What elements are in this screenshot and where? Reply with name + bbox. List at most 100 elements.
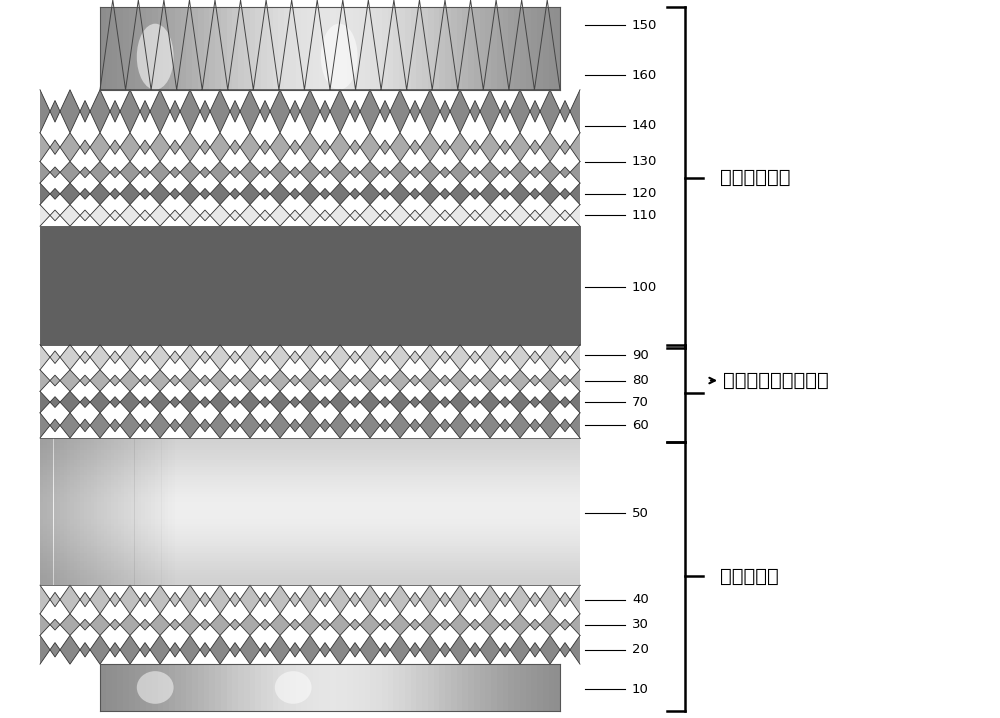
Bar — [192, 7, 198, 90]
Bar — [456, 7, 462, 90]
Bar — [290, 664, 296, 711]
Bar — [503, 7, 508, 90]
Polygon shape — [40, 585, 580, 614]
Text: 80: 80 — [632, 374, 649, 387]
Bar — [40, 495, 580, 497]
Bar — [84, 438, 87, 585]
Bar — [40, 480, 580, 482]
Polygon shape — [40, 205, 580, 226]
Polygon shape — [40, 183, 580, 205]
Bar — [503, 664, 508, 711]
Bar — [141, 438, 145, 585]
Text: 160: 160 — [632, 69, 657, 82]
Bar — [40, 448, 580, 450]
Bar — [301, 664, 307, 711]
Bar — [272, 7, 278, 90]
Bar — [40, 477, 580, 480]
Text: 70: 70 — [632, 396, 649, 409]
Bar — [342, 664, 347, 711]
Bar — [554, 664, 560, 711]
Bar — [40, 578, 580, 580]
Ellipse shape — [275, 671, 312, 704]
Bar — [181, 7, 186, 90]
Bar — [232, 7, 238, 90]
Bar — [405, 7, 411, 90]
Bar — [497, 7, 503, 90]
Bar — [67, 438, 70, 585]
Bar — [324, 7, 330, 90]
Text: 纳米晶硯隔穿复合层: 纳米晶硯隔穿复合层 — [723, 371, 829, 390]
Bar — [468, 664, 474, 711]
Bar — [40, 573, 580, 575]
Bar — [399, 664, 405, 711]
Bar — [215, 7, 221, 90]
Bar — [393, 7, 399, 90]
Bar — [221, 7, 227, 90]
Bar — [151, 438, 155, 585]
Bar — [497, 664, 503, 711]
Bar — [40, 453, 580, 455]
Bar — [40, 556, 580, 558]
Bar — [451, 7, 457, 90]
Bar — [296, 664, 301, 711]
Bar — [40, 509, 580, 511]
Bar — [296, 7, 301, 90]
Bar — [128, 438, 131, 585]
Bar — [40, 558, 580, 561]
Bar — [101, 438, 104, 585]
Bar — [365, 7, 370, 90]
Bar — [43, 438, 47, 585]
Bar — [278, 664, 284, 711]
Bar — [336, 664, 342, 711]
Bar — [111, 438, 114, 585]
Bar — [40, 443, 580, 445]
Text: 晶硯底电池: 晶硯底电池 — [720, 567, 779, 586]
Bar — [353, 7, 359, 90]
Bar — [227, 7, 232, 90]
Bar — [181, 664, 186, 711]
Bar — [330, 7, 336, 90]
Bar — [47, 438, 50, 585]
Bar — [80, 438, 84, 585]
Bar — [40, 521, 580, 524]
Bar — [40, 566, 580, 568]
Bar — [284, 7, 290, 90]
Bar — [117, 7, 123, 90]
Bar — [411, 664, 416, 711]
Bar — [134, 438, 138, 585]
Bar — [204, 664, 209, 711]
Bar — [445, 664, 451, 711]
Bar — [40, 502, 580, 504]
Bar — [318, 664, 324, 711]
Bar — [131, 438, 134, 585]
Bar — [255, 7, 261, 90]
Polygon shape — [40, 614, 580, 635]
Text: 40: 40 — [632, 593, 649, 606]
Bar — [347, 664, 353, 711]
Bar — [40, 504, 580, 507]
Bar — [422, 664, 428, 711]
Bar — [250, 7, 255, 90]
Bar — [40, 438, 43, 585]
Bar — [485, 664, 491, 711]
Bar — [112, 7, 117, 90]
Bar — [64, 438, 67, 585]
Bar — [40, 226, 580, 345]
Bar — [376, 664, 382, 711]
Text: 120: 120 — [632, 187, 657, 200]
Bar — [531, 7, 537, 90]
Bar — [221, 664, 227, 711]
Text: 60: 60 — [632, 419, 649, 432]
Polygon shape — [40, 635, 580, 664]
Bar — [307, 664, 313, 711]
Bar — [40, 450, 580, 453]
Bar — [40, 492, 580, 495]
Bar — [508, 664, 514, 711]
Bar — [40, 490, 580, 492]
Bar — [480, 7, 485, 90]
Bar — [40, 485, 580, 487]
Bar — [40, 470, 580, 472]
Bar — [439, 664, 445, 711]
Bar — [40, 570, 580, 573]
Bar — [434, 7, 439, 90]
